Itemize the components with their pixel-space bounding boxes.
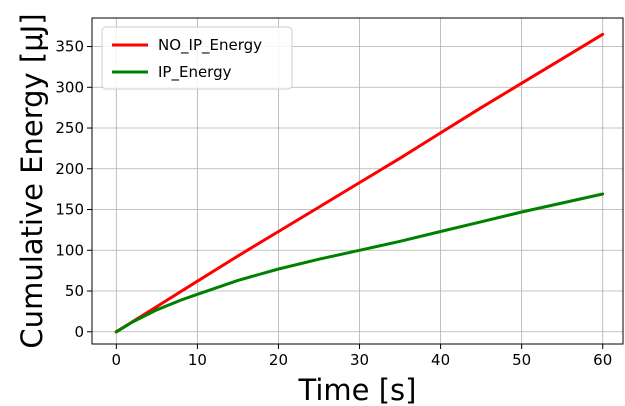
y-axis-ticks: 0 50 100 150 200 250 300 350 [55, 38, 92, 341]
legend-label: IP_Energy [158, 63, 232, 82]
y-tick-label: 350 [55, 38, 84, 56]
series-line-ip-energy [114, 192, 605, 334]
x-tick-label: 20 [269, 351, 288, 369]
y-tick-label: 50 [65, 282, 84, 300]
x-tick-label: 50 [512, 351, 531, 369]
x-tick-label: 30 [350, 351, 369, 369]
y-tick-label: 100 [55, 241, 84, 259]
grid-lines [92, 18, 623, 344]
y-tick-label: 0 [74, 323, 84, 341]
x-tick-label: 0 [112, 351, 122, 369]
series-line-no-ip-energy [114, 32, 605, 334]
legend-label: NO_IP_Energy [158, 36, 262, 55]
x-tick-label: 60 [593, 351, 612, 369]
x-tick-label: 10 [188, 351, 207, 369]
series-lines [114, 32, 605, 334]
y-tick-label: 200 [55, 160, 84, 178]
y-tick-label: 300 [55, 78, 84, 96]
plot-frame [91, 17, 624, 345]
y-axis-label: Cumulative Energy [μJ] [15, 13, 49, 348]
x-tick-label: 40 [431, 351, 450, 369]
legend: NO_IP_Energy IP_Energy [101, 26, 293, 90]
legend-box [101, 26, 293, 90]
x-axis-label: Time [s] [298, 373, 417, 406]
y-tick-label: 150 [55, 201, 84, 219]
x-axis-ticks: 0 10 20 30 40 50 60 [112, 344, 612, 369]
y-tick-label: 250 [55, 119, 84, 137]
